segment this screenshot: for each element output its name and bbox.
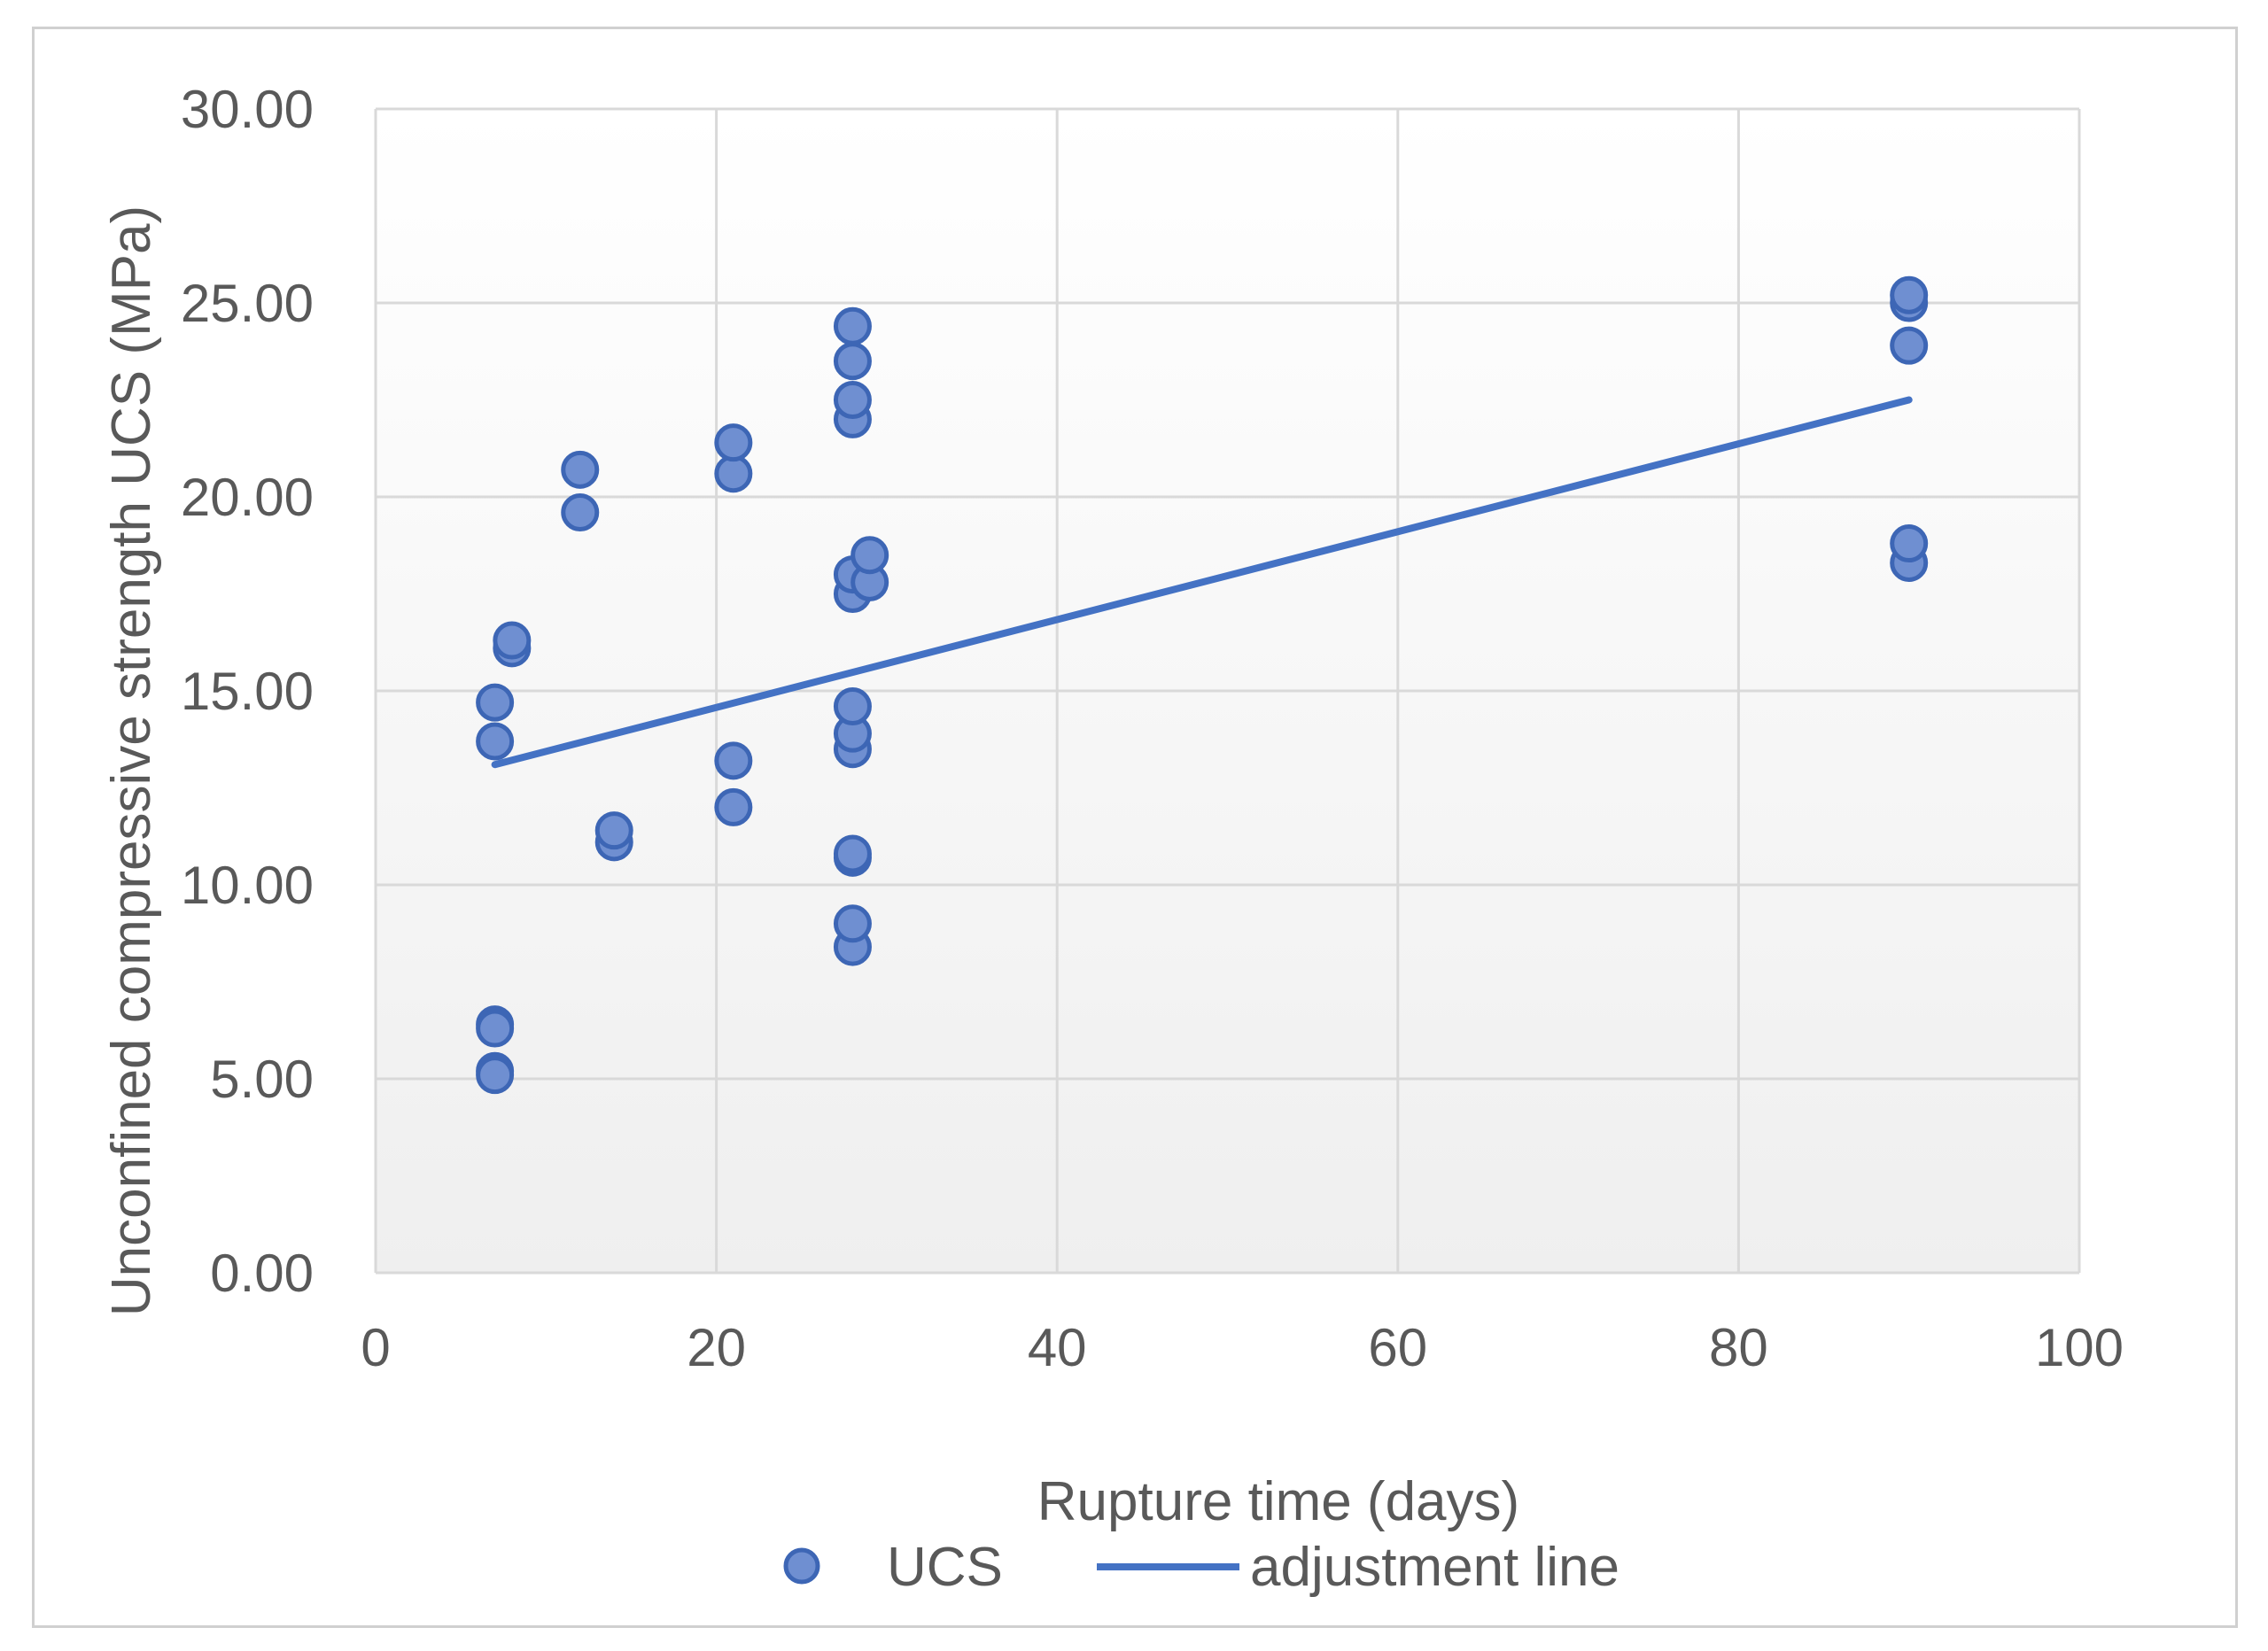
ucs-point [833,834,872,873]
ucs-point [714,787,753,826]
ucs-point [476,1056,515,1095]
ucs-point [833,381,872,419]
y-tick-label: 20.00 [181,468,314,527]
legend: UCS adjustment line [783,1537,1619,1598]
y-tick-label: 30.00 [181,80,314,139]
ucs-point [833,306,872,345]
gridlines [374,107,2081,1275]
y-tick-label: 10.00 [181,856,314,915]
tick-labels: 0.00 5.00 10.00 15.00 20.00 25.00 30.00 0 20 40 60… [181,80,2124,1377]
ucs-point [1890,326,1929,365]
y-tick-label: 0.00 [210,1244,314,1303]
ucs-point [714,741,753,780]
adjustment-line-path [491,396,1913,769]
y-axis-title: Unconfined compressive strength UCS (MPa… [101,205,162,1316]
ucs-point [850,536,889,575]
x-axis-title: Rupture time (days) [1037,1471,1519,1532]
legend-line-label: adjustment line [1250,1537,1619,1598]
x-tick-label: 0 [361,1318,390,1377]
ucs-point [1890,275,1929,314]
ucs-point [833,342,872,381]
scatter-chart: 0.00 5.00 10.00 15.00 20.00 25.00 30.00 0 20 40 60… [101,80,2124,1598]
ucs-point [476,722,515,761]
x-tick-label: 40 [1028,1318,1087,1377]
legend-ucs-label: UCS [887,1537,1003,1598]
ucs-point [561,450,600,489]
y-tick-label: 5.00 [210,1050,314,1109]
legend-ucs-marker [783,1547,820,1585]
x-tick-label: 60 [1368,1318,1427,1377]
ucs-point [594,811,633,850]
y-tick-label: 15.00 [181,662,314,721]
ucs-points [476,275,1929,1095]
ucs-point [476,1009,515,1048]
ucs-point [714,454,753,493]
ucs-point [833,904,872,943]
ucs-point [1890,524,1929,563]
ucs-point [714,423,753,462]
ucs-point [476,683,515,722]
ucs-point [493,621,532,660]
chart-frame: 0.00 5.00 10.00 15.00 20.00 25.00 30.00 0 20 40 60… [32,27,2238,1628]
ucs-point [561,493,600,532]
x-tick-label: 80 [1709,1318,1768,1377]
adjustment-line [491,396,1913,769]
ucs-point [833,687,872,726]
y-tick-label: 25.00 [181,274,314,333]
x-tick-label: 100 [2035,1318,2124,1377]
x-tick-label: 20 [687,1318,746,1377]
